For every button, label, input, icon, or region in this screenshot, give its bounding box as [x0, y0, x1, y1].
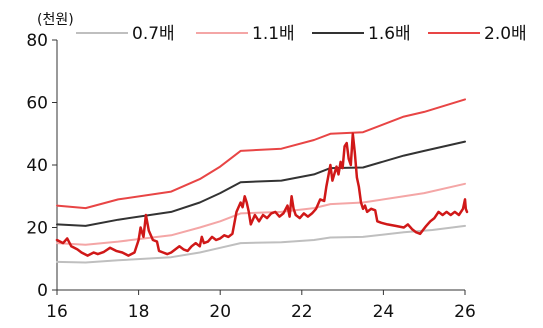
y-unit-label: (천원): [37, 12, 74, 28]
legend-label: 2.0배: [484, 24, 527, 44]
x-tick-label: 26: [454, 302, 476, 322]
y-tick-label: 20: [26, 219, 48, 239]
legend-label: 1.1배: [252, 24, 295, 44]
series-layer: [55, 98, 469, 264]
axes: 0 20 40 60 80 16 18 20 22 24 26: [26, 31, 475, 322]
x-tick-label: 18: [128, 302, 150, 322]
x-tick-label: 24: [373, 302, 395, 322]
series-line-1: [56, 182, 466, 246]
y-tick-label: 0: [37, 281, 48, 301]
series-line-2: [56, 140, 466, 227]
x-tick-label: 16: [46, 302, 68, 322]
legend-label: 0.7배: [132, 24, 175, 44]
series-line-0: [56, 224, 466, 264]
legend: 0.7배 1.1배 1.6배 2.0배: [76, 24, 527, 44]
y-tick-label: 80: [26, 31, 48, 51]
series-line-3: [56, 98, 466, 210]
legend-label: 1.6배: [368, 24, 411, 44]
y-tick-label: 60: [26, 94, 48, 114]
x-tick-label: 20: [209, 302, 231, 322]
x-tick-label: 22: [291, 302, 313, 322]
y-tick-label: 40: [26, 156, 48, 176]
series-line-4: [55, 132, 469, 257]
